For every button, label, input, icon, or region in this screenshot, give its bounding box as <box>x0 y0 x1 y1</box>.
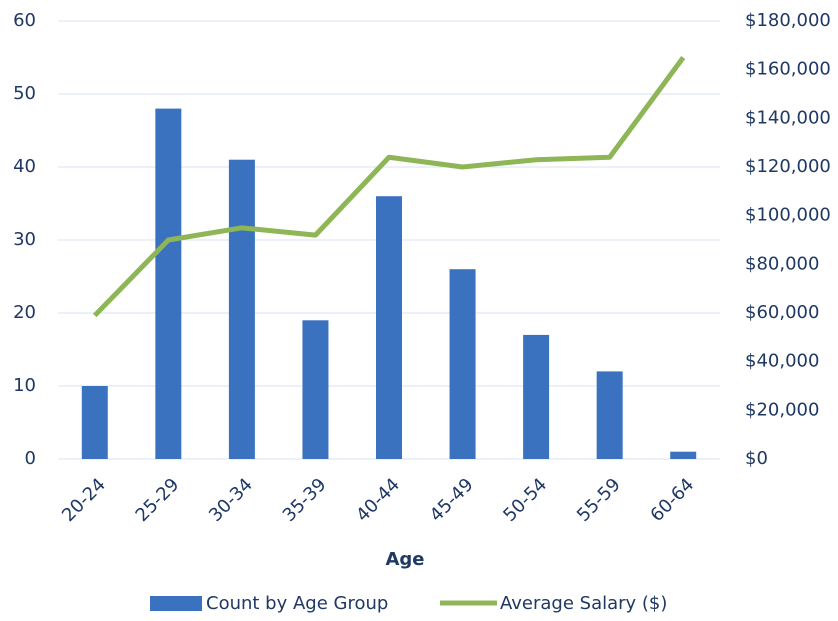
y2-tick-label: $160,000 <box>745 59 831 80</box>
y-tick-label: 50 <box>13 83 36 104</box>
y2-tick-label: $20,000 <box>745 399 819 420</box>
bar <box>376 196 402 459</box>
y-tick-label: 20 <box>13 302 36 323</box>
x-tick-label: 60-64 <box>646 474 698 526</box>
bar <box>449 269 476 459</box>
y2-tick-label: $140,000 <box>745 107 831 128</box>
legend-label: Count by Age Group <box>206 593 388 614</box>
x-tick-label: 55-59 <box>573 474 625 526</box>
bar <box>523 334 550 459</box>
x-tick-label: 35-39 <box>279 474 331 526</box>
y2-tick-label: $60,000 <box>745 302 819 323</box>
legend-swatch <box>150 596 202 611</box>
bar <box>670 451 697 459</box>
y2-tick-label: $180,000 <box>745 10 831 31</box>
y2-tick-label: $100,000 <box>745 205 831 226</box>
y2-tick-label: $80,000 <box>745 253 819 274</box>
y2-tick-label: $40,000 <box>745 351 819 372</box>
y-tick-label: 40 <box>13 156 36 177</box>
x-tick-label: 45-49 <box>426 474 478 526</box>
bar <box>302 320 329 459</box>
x-tick-label: 25-29 <box>132 474 184 526</box>
bar <box>228 159 255 459</box>
x-tick-label: 50-54 <box>499 474 551 526</box>
y-tick-label: 60 <box>13 10 36 31</box>
y2-tick-label: $0 <box>745 448 768 469</box>
legend-label: Average Salary ($) <box>500 593 667 614</box>
x-tick-label: 40-44 <box>352 474 404 526</box>
y-tick-label: 0 <box>25 448 36 469</box>
x-tick-label: 20-24 <box>58 474 110 526</box>
line <box>92 56 686 318</box>
bar <box>155 108 182 459</box>
x-axis-title: Age <box>385 549 424 570</box>
x-tick-label: 30-34 <box>205 474 257 526</box>
bar <box>596 371 623 459</box>
y-tick-label: 10 <box>13 375 36 396</box>
bar <box>81 386 108 459</box>
y-tick-label: 30 <box>13 229 36 250</box>
y2-tick-label: $120,000 <box>745 156 831 177</box>
